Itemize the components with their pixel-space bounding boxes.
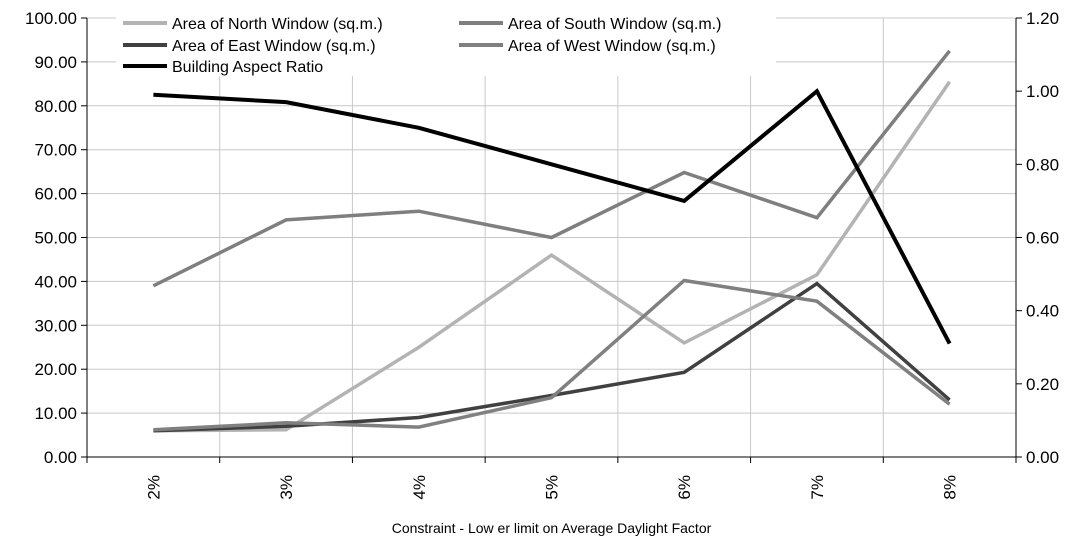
x-axis-title: Constraint - Low er limit on Average Day… xyxy=(392,520,712,536)
y2-tick-label: 0.80 xyxy=(1026,155,1059,174)
legend-label: Area of North Window (sq.m.) xyxy=(172,16,383,33)
x-tick-label: 8% xyxy=(941,475,960,500)
y2-tick-label: 0.20 xyxy=(1026,375,1059,394)
x-tick-label: 5% xyxy=(543,475,562,500)
legend-label: Area of West Window (sq.m.) xyxy=(508,38,716,55)
series-line-0 xyxy=(153,80,952,433)
y-tick-label: 20.00 xyxy=(34,360,77,379)
y-tick-label: 80.00 xyxy=(34,97,77,116)
axes: 0.00 10.00 20.00 30.00 40.00 50.00 60.00 70.00 8… xyxy=(25,9,1059,467)
x-tick-label: 3% xyxy=(277,475,296,500)
x-tick-labels: 2% 3% 4% 5% 6% 7% 8% xyxy=(144,475,959,500)
y-tick-label: 70.00 xyxy=(34,141,77,160)
x-tick-label: 2% xyxy=(144,475,163,500)
y2-tick-label: 0.60 xyxy=(1026,229,1059,248)
x-tick-label: 6% xyxy=(675,475,694,500)
y-tick-label: 50.00 xyxy=(34,229,77,248)
series-line-2 xyxy=(153,281,951,433)
x-tick-label: 4% xyxy=(410,475,429,500)
y-tick-label: 30.00 xyxy=(34,316,77,335)
legend-label: Building Aspect Ratio xyxy=(172,59,323,76)
y-tick-label: 40.00 xyxy=(34,272,77,291)
y-tick-label: 60.00 xyxy=(34,185,77,204)
y2-tick-label: 0.00 xyxy=(1026,448,1059,467)
y2-tick-label: 1.00 xyxy=(1026,82,1059,101)
legend-label: Area of East Window (sq.m.) xyxy=(172,38,376,55)
series-lines xyxy=(152,49,952,433)
series-line-4 xyxy=(153,88,952,345)
x-tick-label: 7% xyxy=(808,475,827,500)
y-tick-label: 10.00 xyxy=(34,404,77,423)
y-tick-label: 0.00 xyxy=(44,448,77,467)
series-line-3 xyxy=(153,278,951,432)
y-tick-label: 100.00 xyxy=(25,9,77,28)
legend-background xyxy=(116,10,776,76)
series-line-1 xyxy=(152,49,951,288)
y2-tick-label: 1.20 xyxy=(1026,9,1059,28)
legend-label: Area of South Window (sq.m.) xyxy=(508,16,721,33)
y2-tick-label: 0.40 xyxy=(1026,302,1059,321)
legend: Area of North Window (sq.m.) Area of Sout… xyxy=(116,10,776,76)
y-tick-label: 90.00 xyxy=(34,53,77,72)
